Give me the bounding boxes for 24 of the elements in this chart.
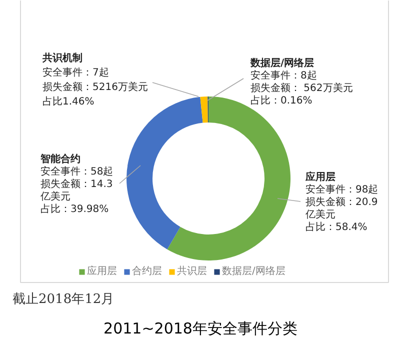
text: 占比：0.16% xyxy=(250,94,312,106)
text: 2011~2018年安全事件分类 xyxy=(104,320,298,338)
text: 安全事件：58起 xyxy=(40,166,114,178)
text: 共识机制 xyxy=(42,52,82,64)
text: 亿美元 xyxy=(304,208,336,220)
text: 损失金额： 562万美元 xyxy=(250,82,353,94)
text: 占比：39.98% xyxy=(40,203,109,215)
text: 损失金额：20.9 xyxy=(306,196,378,208)
legend-label: 应用层 xyxy=(87,264,117,278)
text: 损失金额：14.3 xyxy=(40,178,113,190)
text: 安全事件：98起 xyxy=(306,184,378,196)
text: 损失金额：5216万美元 xyxy=(42,81,148,93)
text: 占比1.46% xyxy=(42,96,94,108)
text: 智能合约 xyxy=(40,153,80,165)
text: 安全事件：7起 xyxy=(42,66,109,78)
text: 亿美元 xyxy=(40,190,70,202)
text: 安全事件：8起 xyxy=(250,70,317,82)
text: 数据层/网络层 xyxy=(250,57,314,69)
legend-label: 合约层 xyxy=(132,265,162,278)
legend-label: 数据层/网络层 xyxy=(222,265,286,278)
text: 应用层 xyxy=(304,171,336,183)
text: 截止2018年12月 xyxy=(12,292,114,307)
text: 占比：58.4% xyxy=(306,221,368,233)
legend-label: 共识层 xyxy=(177,264,207,278)
